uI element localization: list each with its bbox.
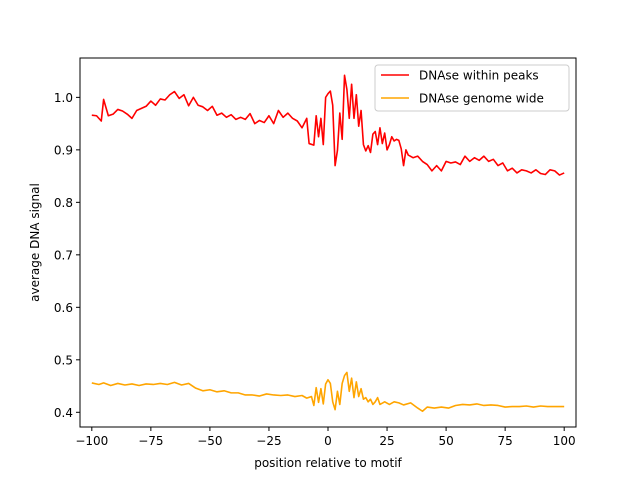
y-tick-label: 0.6 xyxy=(54,301,73,315)
x-tick-label: −75 xyxy=(138,434,163,448)
legend-box xyxy=(374,64,570,112)
x-axis-label: position relative to motif xyxy=(254,456,402,470)
x-tick-label: 100 xyxy=(553,434,576,448)
y-tick-label: 0.4 xyxy=(54,406,73,420)
x-tick-label: 0 xyxy=(324,434,332,448)
legend: DNAse within peaks DNAse genome wide xyxy=(374,64,570,112)
y-tick-label: 0.7 xyxy=(54,248,73,262)
x-tick-label: 50 xyxy=(438,434,453,448)
x-tick-label: −50 xyxy=(197,434,222,448)
y-axis-label: average DNA signal xyxy=(28,183,42,302)
y-tick-label: 0.5 xyxy=(54,353,73,367)
x-tick-label: 25 xyxy=(379,434,394,448)
legend-label-genome-wide: DNAse genome wide xyxy=(419,92,544,106)
series-line-1 xyxy=(91,371,565,413)
y-tick-label: 0.8 xyxy=(54,196,73,210)
x-tick-label: −100 xyxy=(75,434,108,448)
series-layer xyxy=(91,74,565,413)
y-tick-label: 1.0 xyxy=(54,91,73,105)
legend-label-within-peaks: DNAse within peaks xyxy=(419,69,539,83)
series-line-0 xyxy=(91,74,565,176)
x-tick-label: 75 xyxy=(498,434,513,448)
x-tick-label: −25 xyxy=(256,434,281,448)
y-axis-ticks: 0.4 0.5 0.6 0.7 0.8 0.9 1.0 xyxy=(54,91,80,420)
y-tick-label: 0.9 xyxy=(54,143,73,157)
x-axis-ticks: −100 −75 −50 −25 0 25 50 75 100 xyxy=(75,427,576,448)
